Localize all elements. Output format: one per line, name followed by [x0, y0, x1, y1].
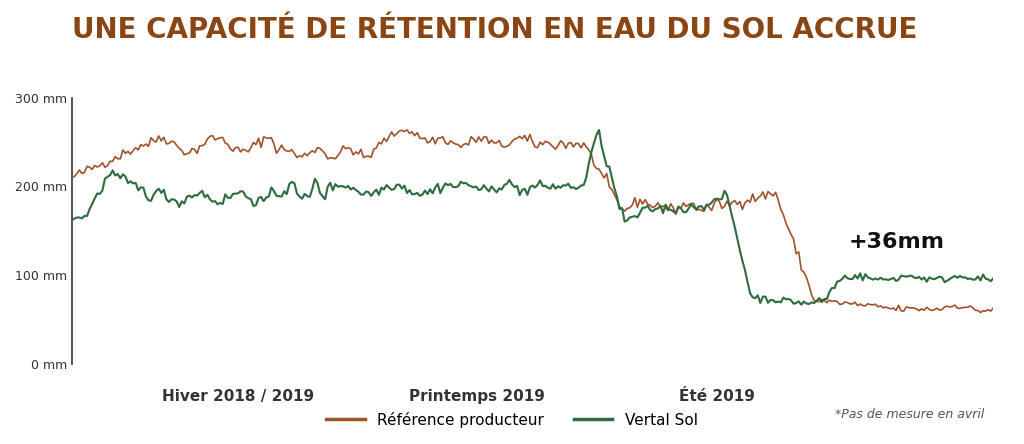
Text: Hiver 2018 / 2019: Hiver 2018 / 2019 [162, 389, 313, 404]
Text: Été 2019: Été 2019 [679, 389, 755, 404]
Text: Printemps 2019: Printemps 2019 [410, 389, 545, 404]
Text: +36mm: +36mm [849, 231, 944, 252]
Text: *Pas de mesure en avril: *Pas de mesure en avril [835, 408, 984, 421]
Text: UNE CAPACITÉ DE RÉTENTION EN EAU DU SOL ACCRUE: UNE CAPACITÉ DE RÉTENTION EN EAU DU SOL … [72, 16, 918, 44]
Legend: Référence producteur, Vertal Sol: Référence producteur, Vertal Sol [321, 405, 703, 434]
